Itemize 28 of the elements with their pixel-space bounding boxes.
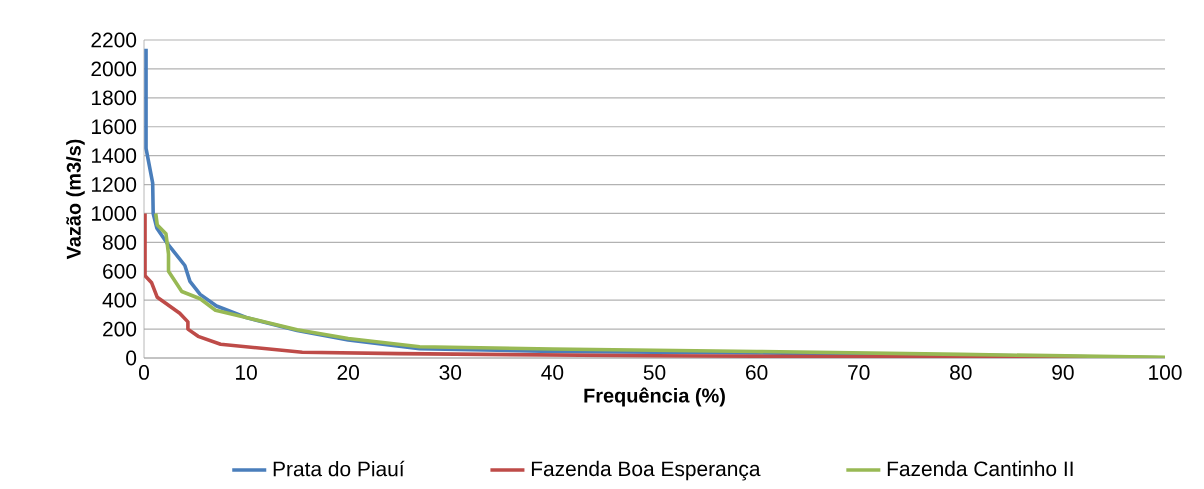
x-tick-label: 0 <box>138 365 149 380</box>
y-tick-label: 2200 <box>91 32 137 48</box>
x-axis-title: Frequência (%) <box>584 387 725 407</box>
y-tick-label: 1200 <box>92 177 137 192</box>
x-tick-label: 30 <box>439 365 462 380</box>
y-tick-label: 400 <box>102 292 137 308</box>
legend-label: Fazenda Boa Esperança <box>531 460 761 481</box>
y-tick-label: 2000 <box>91 61 137 77</box>
legend-label: Fazenda Cantinho II <box>887 460 1073 477</box>
y-tick-label: 1400 <box>92 148 137 164</box>
y-tick-label: 800 <box>102 234 137 250</box>
x-tick-label: 100 <box>1149 365 1182 380</box>
x-tick-label: 60 <box>746 365 768 380</box>
x-tick-label: 50 <box>643 365 666 380</box>
y-tick-label: 1000 <box>92 206 137 221</box>
x-tick-label: 20 <box>337 365 360 380</box>
y-axis-title: Vazão (m3/s) <box>66 139 85 260</box>
x-tick-label: 70 <box>848 365 870 380</box>
y-tick-label: 600 <box>103 263 137 279</box>
x-tick-label: 40 <box>541 365 564 380</box>
x-tick-label: 90 <box>1052 365 1074 380</box>
x-tick-label: 80 <box>950 365 972 380</box>
legend-label: Prata do Piauí <box>273 460 405 477</box>
x-tick-label: 10 <box>236 365 257 380</box>
y-tick-label: 1800 <box>92 90 137 106</box>
y-tick-label: 0 <box>126 350 137 366</box>
y-tick-label: 1600 <box>92 119 137 135</box>
y-tick-label: 200 <box>103 321 137 337</box>
